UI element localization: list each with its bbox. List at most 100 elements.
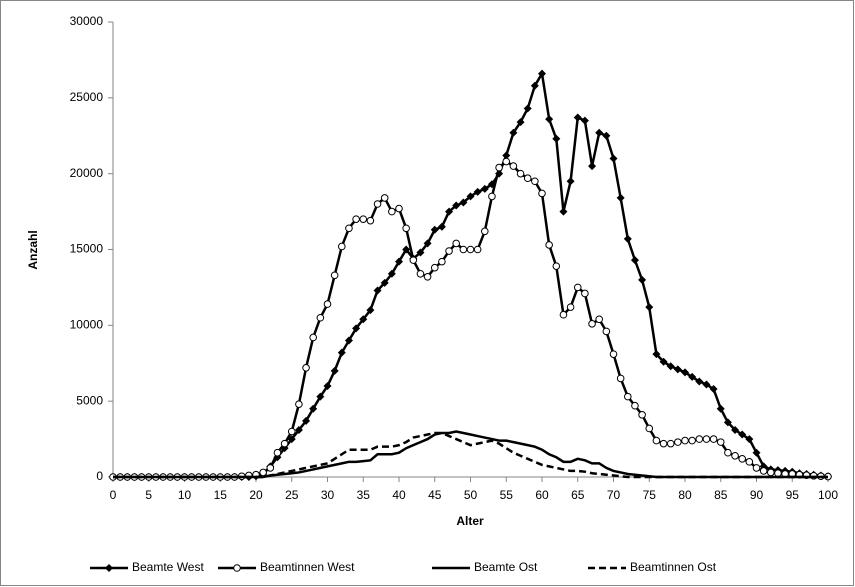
x-tick-label: 85 [714, 488, 728, 502]
marker-circle [452, 239, 461, 248]
marker-diamond [609, 154, 618, 163]
marker-diamond [723, 418, 732, 427]
marker-diamond [731, 425, 740, 434]
marker-diamond [105, 564, 113, 572]
marker-diamond [702, 380, 711, 389]
marker-diamond [588, 162, 597, 171]
marker-diamond [752, 448, 761, 457]
marker-circle [638, 411, 646, 419]
marker-diamond [302, 416, 311, 425]
marker-diamond [573, 113, 582, 122]
marker-diamond [309, 404, 318, 413]
marker-circle [602, 327, 611, 336]
y-tick-label: 0 [96, 469, 103, 483]
marker-circle [616, 374, 625, 383]
marker-circle [588, 320, 596, 328]
marker-diamond [688, 372, 697, 381]
x-tick-label: 0 [110, 488, 117, 502]
marker-diamond [294, 425, 303, 434]
marker-circle [666, 439, 675, 448]
marker-circle [280, 439, 289, 448]
marker-circle [738, 455, 747, 463]
marker-diamond [330, 366, 339, 375]
legend-label: Beamte West [132, 560, 204, 574]
marker-diamond [645, 303, 654, 312]
marker-circle [709, 435, 718, 443]
marker-diamond [323, 382, 332, 390]
x-tick-label: 70 [607, 488, 621, 502]
marker-diamond [545, 115, 554, 124]
marker-circle [624, 392, 632, 401]
legend-label: Beamte Ost [474, 560, 538, 574]
marker-diamond [466, 192, 475, 201]
y-tick-label: 20000 [70, 166, 104, 180]
x-tick-label: 30 [321, 488, 335, 502]
marker-circle [595, 315, 604, 324]
marker-diamond [738, 430, 747, 439]
marker-diamond [659, 357, 668, 366]
marker-diamond [502, 151, 511, 160]
marker-diamond [459, 198, 468, 207]
marker-circle [388, 207, 396, 216]
marker-circle [581, 289, 589, 298]
marker-diamond [359, 315, 368, 324]
marker-diamond [530, 81, 539, 90]
marker-diamond [516, 118, 525, 127]
x-tick-label: 50 [464, 488, 478, 502]
marker-circle [459, 245, 468, 254]
marker-circle [416, 269, 425, 278]
y-tick-label: 10000 [70, 318, 104, 332]
marker-circle [309, 333, 318, 342]
marker-circle [716, 438, 725, 446]
x-tick-label: 100 [818, 488, 838, 502]
marker-diamond [716, 404, 725, 413]
marker-diamond [344, 336, 353, 345]
x-tick-label: 90 [750, 488, 764, 502]
marker-circle [523, 174, 532, 183]
marker-circle [674, 438, 682, 446]
marker-diamond [666, 362, 675, 371]
x-tick-label: 65 [571, 488, 585, 502]
marker-diamond [423, 239, 432, 248]
marker-diamond [616, 193, 625, 202]
x-tick-label: 60 [535, 488, 549, 502]
marker-diamond [352, 324, 361, 333]
marker-circle [409, 256, 418, 264]
x-tick-label: 10 [178, 488, 192, 502]
marker-circle [338, 242, 346, 251]
marker-diamond [552, 134, 561, 143]
marker-circle [559, 310, 568, 319]
marker-diamond [509, 128, 518, 137]
marker-circle [352, 215, 360, 223]
x-tick-label: 55 [500, 488, 514, 502]
x-tick-label: 95 [786, 488, 800, 502]
marker-circle [330, 271, 339, 280]
marker-diamond [566, 177, 575, 186]
marker-circle [495, 163, 503, 172]
x-tick-label: 40 [392, 488, 406, 502]
marker-diamond [337, 348, 346, 357]
marker-circle [645, 424, 654, 433]
marker-circle [423, 273, 432, 281]
x-tick-label: 20 [249, 488, 263, 502]
marker-diamond [630, 256, 639, 265]
marker-circle [481, 227, 489, 236]
x-tick-label: 45 [428, 488, 442, 502]
marker-circle [438, 257, 446, 266]
marker-diamond [480, 184, 489, 193]
marker-circle [366, 216, 375, 225]
marker-diamond [559, 207, 568, 216]
marker-circle [516, 169, 525, 178]
legend-label: Beamtinnen Ost [630, 560, 717, 574]
marker-circle [302, 364, 310, 372]
marker-circle [509, 162, 518, 170]
x-tick-label: 25 [285, 488, 299, 502]
y-tick-label: 30000 [70, 14, 104, 28]
marker-circle [659, 439, 668, 448]
marker-diamond [445, 207, 454, 216]
marker-diamond [681, 368, 689, 377]
marker-diamond [316, 392, 325, 401]
marker-diamond [673, 365, 682, 374]
marker-circle [752, 464, 761, 472]
